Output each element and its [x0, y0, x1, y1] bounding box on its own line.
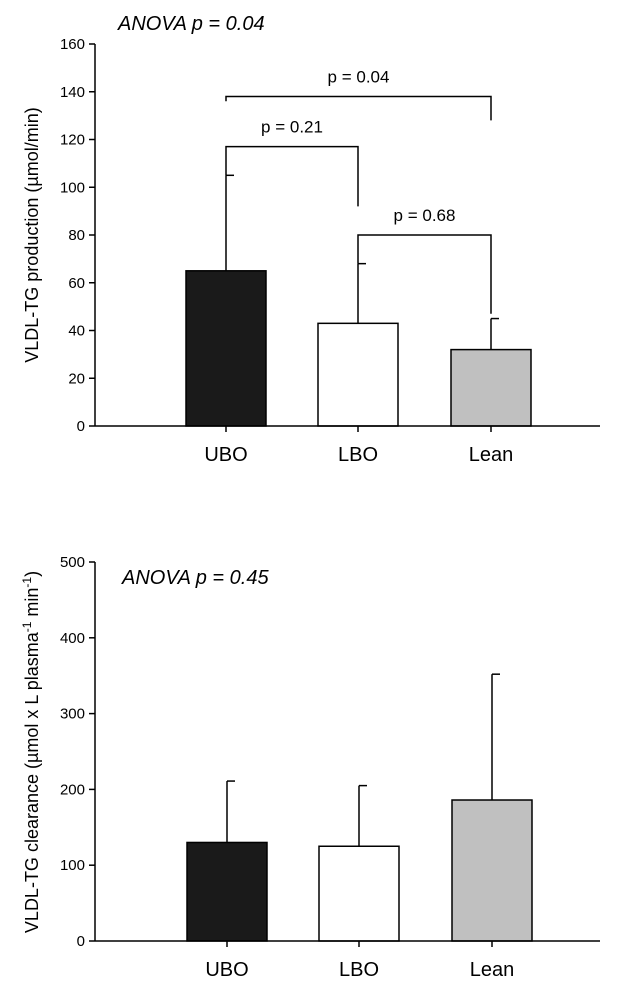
y-axis-title-end: )	[22, 571, 42, 577]
significance-p-value-2: p = 0.68	[394, 206, 456, 225]
y-axis-title: VLDL-TG production (µmol/min)	[22, 107, 42, 362]
y-axis-title-mid: min	[22, 588, 42, 622]
bar-lean	[450, 348, 532, 427]
y-tick-label: 80	[68, 227, 85, 244]
bar-lbo	[317, 322, 399, 427]
significance-bracket-0	[225, 95, 492, 121]
y-axis-title-main: VLDL-TG clearance (µmol x L plasma	[22, 631, 42, 933]
y-tick-label: 100	[60, 857, 85, 874]
y-tick-label: 20	[68, 370, 85, 387]
y-axis-title: VLDL-TG clearance (µmol x L plasma-1 min…	[20, 571, 42, 933]
significance-p-value-1: p = 0.21	[261, 118, 323, 137]
x-tick-label-lean: Lean	[470, 959, 515, 981]
significance-bracket-1	[225, 145, 359, 207]
anova-p-value: p = 0.04	[186, 13, 264, 35]
y-tick-label: 160	[60, 36, 85, 53]
bar-ubo	[186, 841, 268, 942]
y-tick-label: 100	[60, 179, 85, 196]
y-tick-label: 300	[60, 706, 85, 723]
x-tick-label-lbo: LBO	[339, 959, 379, 981]
y-tick-label: 200	[60, 781, 85, 798]
anova-p-value: p = 0.45	[190, 567, 269, 589]
chart-vldl-tg-production: 0 20 40 60 80 100 120 140 160 UBO LBO Lean ANOVA p =…	[22, 13, 600, 466]
x-tick-label-lean: Lean	[469, 444, 514, 466]
anova-annotation: ANOVA p = 0.04	[117, 13, 265, 35]
anova-label: ANOVA	[117, 13, 187, 35]
y-tick-label: 120	[60, 132, 85, 149]
y-axis-title-sup: -1	[20, 577, 34, 588]
bar-lean	[451, 799, 533, 942]
y-tick-label: 0	[77, 418, 85, 435]
y-tick-label: 40	[68, 323, 85, 340]
y-tick-label: 60	[68, 275, 85, 292]
y-axis-title-sup: -1	[20, 621, 34, 632]
y-tick-label: 140	[60, 84, 85, 101]
bar-lbo	[318, 845, 400, 942]
y-tick-label: 500	[60, 554, 85, 571]
anova-annotation: ANOVA p = 0.45	[121, 567, 269, 589]
x-tick-label-lbo: LBO	[338, 444, 378, 466]
anova-label: ANOVA	[121, 567, 191, 589]
y-tick-label: 0	[77, 933, 85, 950]
y-tick-label: 400	[60, 630, 85, 647]
x-tick-label-ubo: UBO	[205, 959, 248, 981]
bar-ubo	[185, 270, 267, 427]
significance-bracket-2	[357, 234, 492, 314]
y-axis-title-text: VLDL-TG production (µmol/min)	[22, 107, 42, 362]
x-tick-label-ubo: UBO	[204, 444, 247, 466]
significance-p-value-0: p = 0.04	[328, 68, 390, 87]
chart-vldl-tg-clearance: 0 100 200 300 400 500 UBO LBO Lean ANOVA p = 0.45…	[20, 554, 600, 981]
